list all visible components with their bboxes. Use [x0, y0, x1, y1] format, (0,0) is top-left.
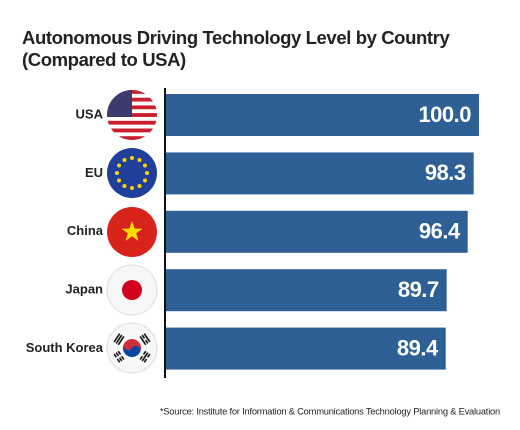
category-label: EU [85, 165, 103, 180]
bar [165, 210, 468, 253]
star [122, 158, 127, 162]
category-label: Japan [65, 282, 103, 297]
stripe [107, 136, 157, 140]
bar [117, 336, 125, 346]
star [137, 158, 142, 162]
bar [115, 334, 123, 344]
bar [144, 339, 149, 344]
flag-bg [107, 148, 157, 198]
flag-body [107, 90, 157, 140]
flag-korea [106, 322, 158, 374]
bar [116, 358, 121, 363]
bar [165, 94, 479, 136]
category-label: South Korea [26, 340, 104, 355]
sun [122, 280, 142, 300]
stars [115, 156, 149, 190]
trigram [113, 333, 125, 346]
star [143, 163, 147, 168]
trigram [113, 350, 125, 363]
trigram [139, 333, 151, 346]
bars: 100.0 98.3 96.4 89.7 89.4 [165, 94, 479, 370]
star [137, 184, 142, 188]
bar [146, 353, 151, 358]
star [130, 156, 134, 160]
yang [123, 341, 133, 351]
taegeuk [123, 339, 141, 357]
chart-subtitle: (Compared to USA) [22, 49, 186, 70]
star [117, 163, 121, 168]
yin [131, 345, 141, 355]
bar [165, 152, 474, 195]
value-label: 89.7 [398, 277, 439, 302]
bar [120, 355, 125, 360]
trigram [139, 350, 151, 363]
bar [165, 327, 446, 370]
bar [141, 352, 149, 362]
star [117, 178, 121, 183]
source-note: *Source: Institute for Information & Com… [160, 406, 500, 416]
bar [139, 336, 147, 346]
stripe [107, 120, 157, 125]
star [115, 171, 119, 175]
star [143, 178, 147, 183]
flag-usa [107, 90, 157, 140]
star [145, 171, 149, 175]
bar [113, 333, 121, 343]
bar [165, 269, 447, 312]
bar [113, 353, 118, 358]
flag-eu [107, 148, 157, 198]
value-label: 96.4 [419, 219, 461, 244]
star [130, 186, 134, 190]
value-label: 98.3 [425, 160, 466, 185]
canton [107, 90, 132, 117]
category-label: USA [76, 106, 104, 121]
bar [118, 357, 123, 362]
trigrams [113, 333, 151, 363]
category-label: China [67, 223, 104, 238]
value-label: 100.0 [418, 102, 471, 127]
flag-japan [106, 264, 158, 316]
value-label: 89.4 [397, 335, 439, 360]
bar [115, 352, 120, 357]
bar [141, 334, 146, 339]
bar [143, 333, 151, 343]
bar [117, 350, 122, 355]
bar [142, 350, 147, 355]
bar [139, 355, 144, 360]
star [122, 184, 127, 188]
star [121, 221, 143, 241]
stripe [107, 128, 157, 133]
chart-title: Autonomous Driving Technology Level by C… [22, 27, 450, 48]
flag-china [107, 207, 157, 257]
bar [143, 358, 148, 363]
